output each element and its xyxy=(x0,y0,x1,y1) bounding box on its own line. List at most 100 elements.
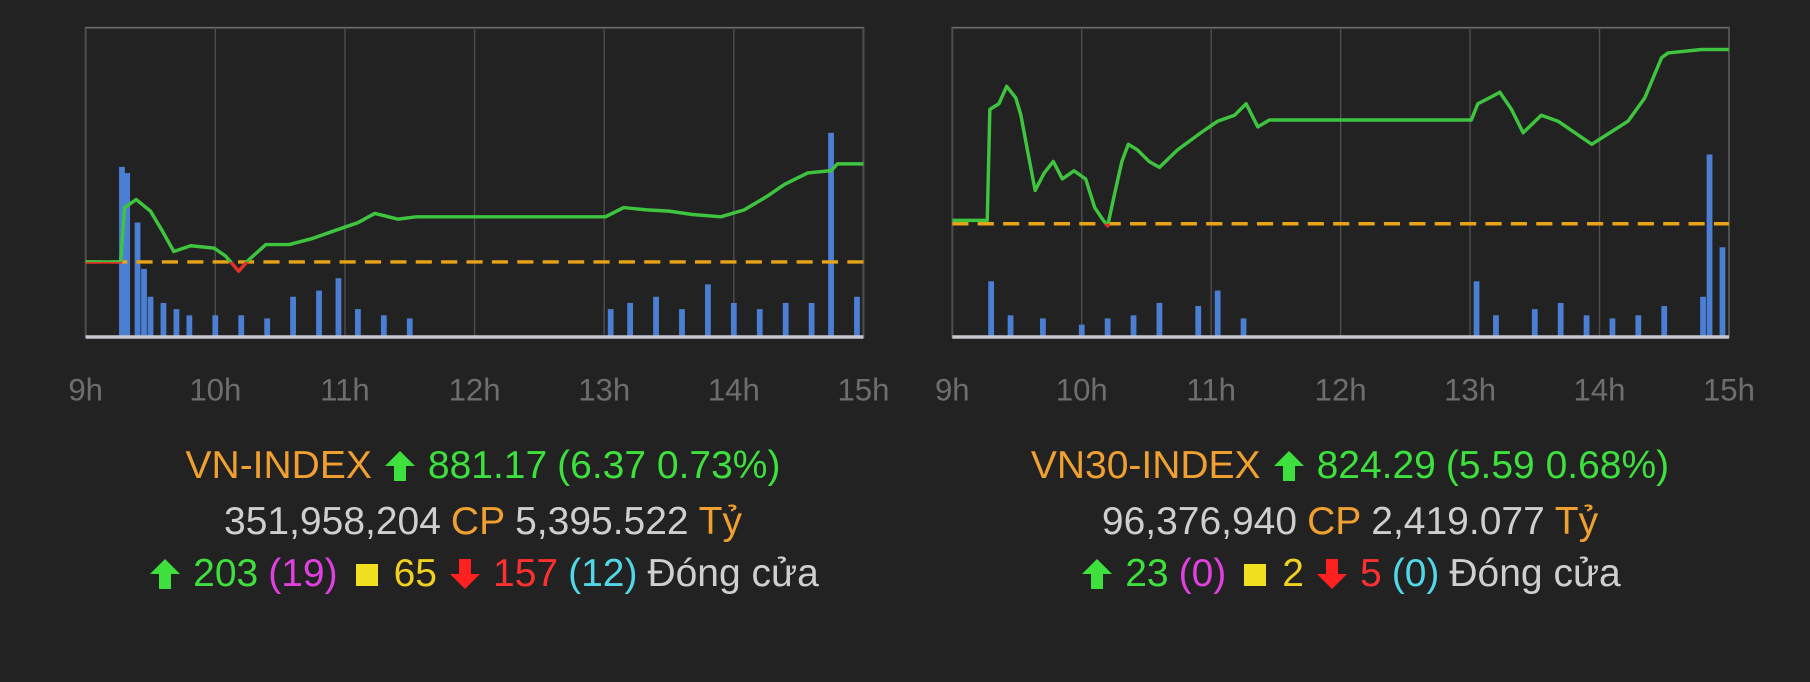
volume-bar xyxy=(238,315,245,337)
volume-bar xyxy=(1661,306,1668,337)
turnover: 5,395.522 xyxy=(515,500,689,543)
volume-bar xyxy=(290,296,296,337)
volume-bar xyxy=(355,309,361,337)
x-tick-label: 13h xyxy=(1444,373,1496,408)
x-tick-label: 9h xyxy=(68,373,103,408)
up-arrow xyxy=(1082,559,1113,589)
index-change: (5.59 0.68%) xyxy=(1445,444,1670,487)
volume-bar xyxy=(1130,315,1137,337)
turnover: 2,419.077 xyxy=(1371,500,1545,543)
caption-line: 203 (19) 65 157 (12) Đóng cửa xyxy=(33,552,933,596)
x-tick-label: 11h xyxy=(320,373,370,408)
x-tick-label: 9h xyxy=(935,373,970,408)
down-arrow xyxy=(450,559,480,589)
x-tick-label: 12h xyxy=(449,373,501,408)
advances: 23 xyxy=(1125,552,1169,595)
volume-bar xyxy=(1493,315,1499,337)
volume: 96,376,940 xyxy=(1101,500,1298,543)
ceiling: (0) xyxy=(1178,552,1227,595)
x-tick-label: 10h xyxy=(189,373,241,408)
index-name: VN-INDEX xyxy=(185,444,372,487)
up-arrow xyxy=(150,559,181,589)
volume-bar xyxy=(134,222,141,337)
volume-bar xyxy=(1195,306,1202,337)
status: Đóng cửa xyxy=(1449,552,1621,595)
index-value: 881.17 xyxy=(427,444,548,487)
floor: (0) xyxy=(1391,552,1440,595)
volume-bar xyxy=(627,302,634,337)
volume-bar xyxy=(1078,324,1085,337)
declines: 157 xyxy=(493,552,559,595)
caption-line: 23 (0) 2 5 (0) Đóng cửa xyxy=(900,552,1800,596)
x-tick-label: 13h xyxy=(578,373,630,408)
volume-bar xyxy=(406,318,413,337)
volume-bar xyxy=(1240,318,1247,337)
x-tick-label: 14h xyxy=(1574,373,1626,408)
unchanged: 65 xyxy=(393,552,437,595)
volume-bar xyxy=(1040,318,1046,337)
volume-bar xyxy=(335,278,342,337)
volume-bar xyxy=(1719,247,1726,337)
unchanged: 2 xyxy=(1282,552,1304,595)
volume-bar xyxy=(1583,315,1590,337)
volume-bar xyxy=(1706,154,1713,337)
volume-bar xyxy=(782,302,789,337)
caption-line: VN30-INDEX 824.29 (5.59 0.68%) xyxy=(900,444,1800,488)
volume-bar xyxy=(173,309,180,337)
volume-unit: CP xyxy=(450,500,506,543)
volume-bar xyxy=(1700,296,1706,337)
volume-bar xyxy=(1007,315,1014,337)
volume-bar xyxy=(1531,309,1538,337)
declines: 5 xyxy=(1360,552,1382,595)
caption-line: VN-INDEX 881.17 (6.37 0.73%) xyxy=(33,444,933,488)
volume-bar xyxy=(1635,315,1642,337)
up-arrow xyxy=(1273,451,1304,481)
volume-bar xyxy=(1609,318,1616,337)
volume-bar xyxy=(316,290,322,337)
volume-bar xyxy=(808,302,815,337)
index-change: (6.37 0.73%) xyxy=(557,444,781,487)
volume-unit: CP xyxy=(1307,500,1362,543)
up-arrow xyxy=(384,451,415,481)
volume-bar xyxy=(264,318,271,337)
turnover-unit: Tỷ xyxy=(1554,500,1599,543)
index-line xyxy=(952,47,1729,224)
turnover-unit: Tỷ xyxy=(698,500,742,543)
volume-bar xyxy=(1214,290,1221,337)
x-tick-label: 11h xyxy=(1186,373,1236,408)
volume-bar xyxy=(854,296,860,337)
volume-bar xyxy=(756,309,763,337)
volume-bar xyxy=(653,296,659,337)
advances: 203 xyxy=(193,552,259,595)
x-tick-label: 15h xyxy=(1703,373,1755,408)
volume: 351,958,204 xyxy=(224,500,441,543)
caption-line: 96,376,940 CP 2,419.077 Tỷ xyxy=(900,500,1800,544)
volume-bar xyxy=(141,268,147,337)
volume-bar xyxy=(186,315,193,337)
volume-bar xyxy=(679,309,685,337)
volume-bar xyxy=(1473,281,1480,337)
x-tick-label: 14h xyxy=(708,373,760,408)
volume-bar xyxy=(124,173,131,337)
index-name: VN30-INDEX xyxy=(1030,444,1261,487)
x-tick-label: 12h xyxy=(1315,373,1367,408)
volume-bar xyxy=(705,284,711,337)
volume-bar xyxy=(160,302,167,337)
status: Đóng cửa xyxy=(647,552,819,595)
x-tick-label: 15h xyxy=(837,373,889,408)
volume-bar xyxy=(1104,318,1111,337)
caption-line: 351,958,204 CP 5,395.522 Tỷ xyxy=(33,500,933,544)
volume-bar xyxy=(1557,302,1564,337)
volume-bar xyxy=(212,315,219,337)
volume-bar xyxy=(607,309,614,337)
index-line xyxy=(85,162,864,262)
square xyxy=(355,564,378,586)
volume-bar xyxy=(828,132,834,337)
index-value: 824.29 xyxy=(1316,444,1436,487)
volume-bar xyxy=(988,281,995,337)
volume-bar xyxy=(147,296,154,337)
volume-bar xyxy=(380,315,387,337)
down-arrow xyxy=(1317,559,1347,589)
